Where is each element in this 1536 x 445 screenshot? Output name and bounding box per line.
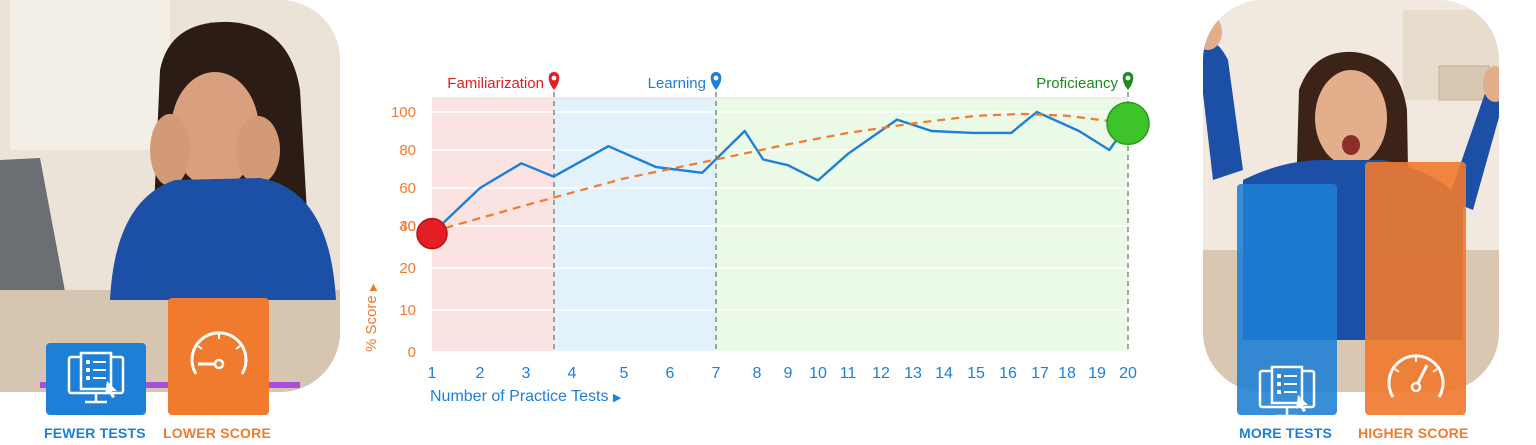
map-pin-icon	[1122, 72, 1134, 90]
x-axis-title-text: Number of Practice Tests	[430, 388, 609, 405]
lower-score-caption: LOWER SCORE	[163, 425, 271, 441]
x-tick-label: 5	[620, 365, 629, 382]
y-axis-title-text: % Score	[363, 295, 380, 352]
lower-score-tile	[168, 298, 269, 415]
more-tests-caption: MORE TESTS	[1239, 425, 1333, 441]
x-tick-label: 2	[476, 365, 485, 382]
higher-score-caption: HIGHER SCORE	[1358, 425, 1469, 441]
trend-line	[431, 112, 1129, 233]
map-pin-dot	[713, 75, 719, 81]
y-tick-label: 30	[399, 218, 416, 235]
test-sheet-icon	[1258, 365, 1316, 418]
x-tick-label: 18	[1058, 365, 1076, 382]
end-marker	[1106, 101, 1150, 146]
higher-score-tile	[1365, 162, 1466, 415]
x-tick-label: 14	[935, 365, 953, 382]
y-tick-label: 40	[399, 218, 416, 235]
x-tick-label: 4	[568, 365, 577, 382]
map-pin-dot	[551, 75, 557, 81]
map-pin-icon	[710, 72, 722, 90]
y-tick-label: 60	[399, 180, 416, 197]
fewer-tests-caption: FEWER TESTS	[44, 425, 146, 441]
x-tick-label: 13	[904, 365, 922, 382]
x-tick-label: 12	[872, 365, 890, 382]
x-tick-label: 8	[753, 365, 762, 382]
y-tick-label: 80	[399, 142, 416, 159]
phase-label: Proficieancy	[1036, 75, 1118, 92]
speedometer-low-icon	[190, 330, 247, 375]
x-tick-label: 7	[712, 365, 721, 382]
test-sheet-icon	[67, 351, 125, 404]
y-tick-label: 20	[399, 260, 416, 277]
arrow-up-icon: ▶	[368, 283, 379, 292]
x-tick-label: 16	[999, 365, 1017, 382]
x-tick-label: 11	[840, 365, 857, 382]
score-line	[431, 110, 1129, 235]
x-tick-label: 19	[1088, 365, 1106, 382]
map-pin-icon	[548, 72, 560, 90]
x-tick-label: 10	[809, 365, 827, 382]
map-pin-dot	[1125, 75, 1131, 81]
speedometer-high-icon	[1387, 354, 1444, 398]
x-tick-label: 6	[666, 365, 675, 382]
y-axis-title: % Score ▶	[363, 283, 380, 352]
phase-label: Learning	[648, 75, 706, 92]
x-tick-label: 9	[784, 365, 793, 382]
phase-label: Familiarization	[447, 75, 544, 92]
fewer-tests-tile	[46, 343, 146, 415]
y-tick-label: 100	[391, 104, 416, 121]
y-tick-label: 10	[399, 302, 416, 319]
x-tick-label: 17	[1031, 365, 1049, 382]
start-marker	[416, 217, 448, 250]
more-tests-tile	[1237, 184, 1337, 418]
phase-band	[432, 98, 554, 352]
arrow-right-icon: ▶	[612, 392, 622, 404]
phase-band	[554, 98, 716, 352]
y-tick-label: 0	[408, 344, 416, 361]
x-tick-label: 20	[1119, 365, 1137, 382]
x-axis-title: Number of Practice Tests ▶	[430, 388, 621, 406]
x-tick-label: 15	[967, 365, 985, 382]
x-tick-label: 1	[428, 365, 437, 382]
x-tick-label: 3	[522, 365, 531, 382]
phase-band	[716, 98, 1128, 352]
